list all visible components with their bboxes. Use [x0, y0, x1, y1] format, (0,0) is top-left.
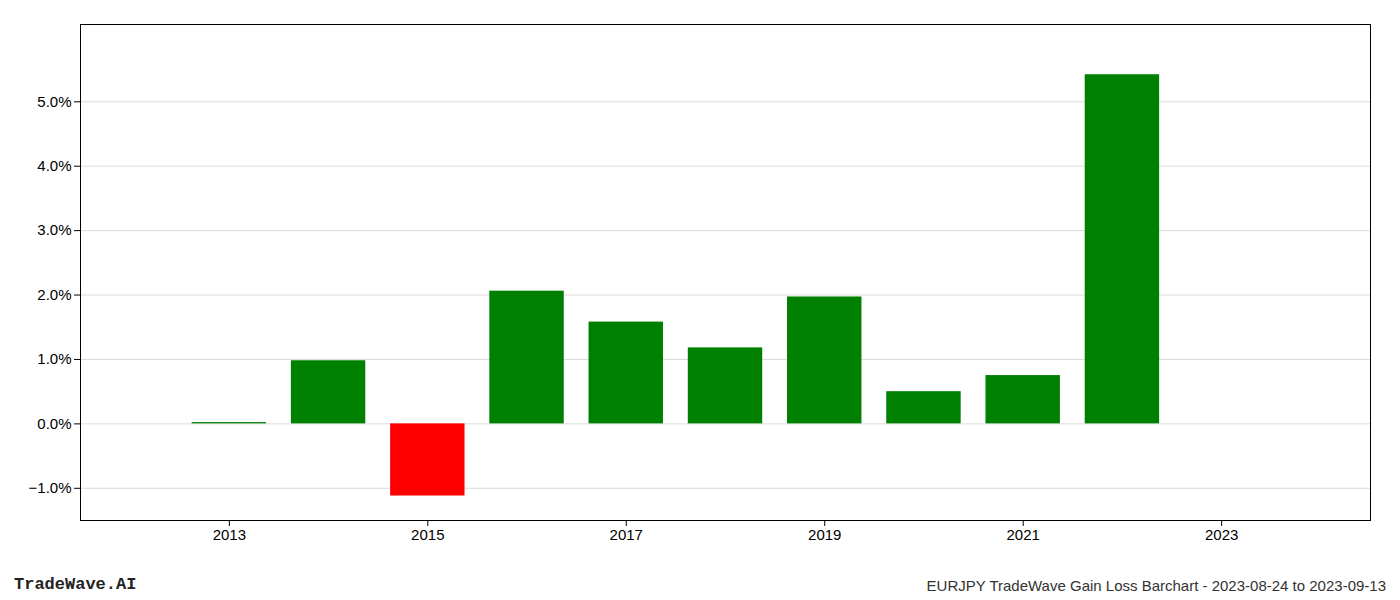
html-text:EURJPY TradeWave Gain Loss Bar: EURJPY TradeWave Gain Loss Barchart - 20…	[926, 577, 1386, 594]
svg-text:2021: 2021	[1007, 526, 1040, 543]
svg-text:3.0%: 3.0%	[37, 221, 71, 238]
svg-text:−1.0%: −1.0%	[29, 479, 72, 496]
svg-text:0.0%: 0.0%	[37, 415, 71, 432]
svg-text:2017: 2017	[610, 526, 643, 543]
svg-text:1.0%: 1.0%	[37, 350, 71, 367]
svg-text:2023: 2023	[1205, 526, 1238, 543]
svg-text:4.0%: 4.0%	[37, 157, 71, 174]
svg-text:2015: 2015	[411, 526, 444, 543]
svg-text:5.0%: 5.0%	[37, 93, 71, 110]
svg-text:2019: 2019	[808, 526, 841, 543]
svg-text:2.0%: 2.0%	[37, 286, 71, 303]
html-text:TradeWave.AI: TradeWave.AI	[14, 575, 137, 594]
svg-text:2013: 2013	[213, 526, 246, 543]
